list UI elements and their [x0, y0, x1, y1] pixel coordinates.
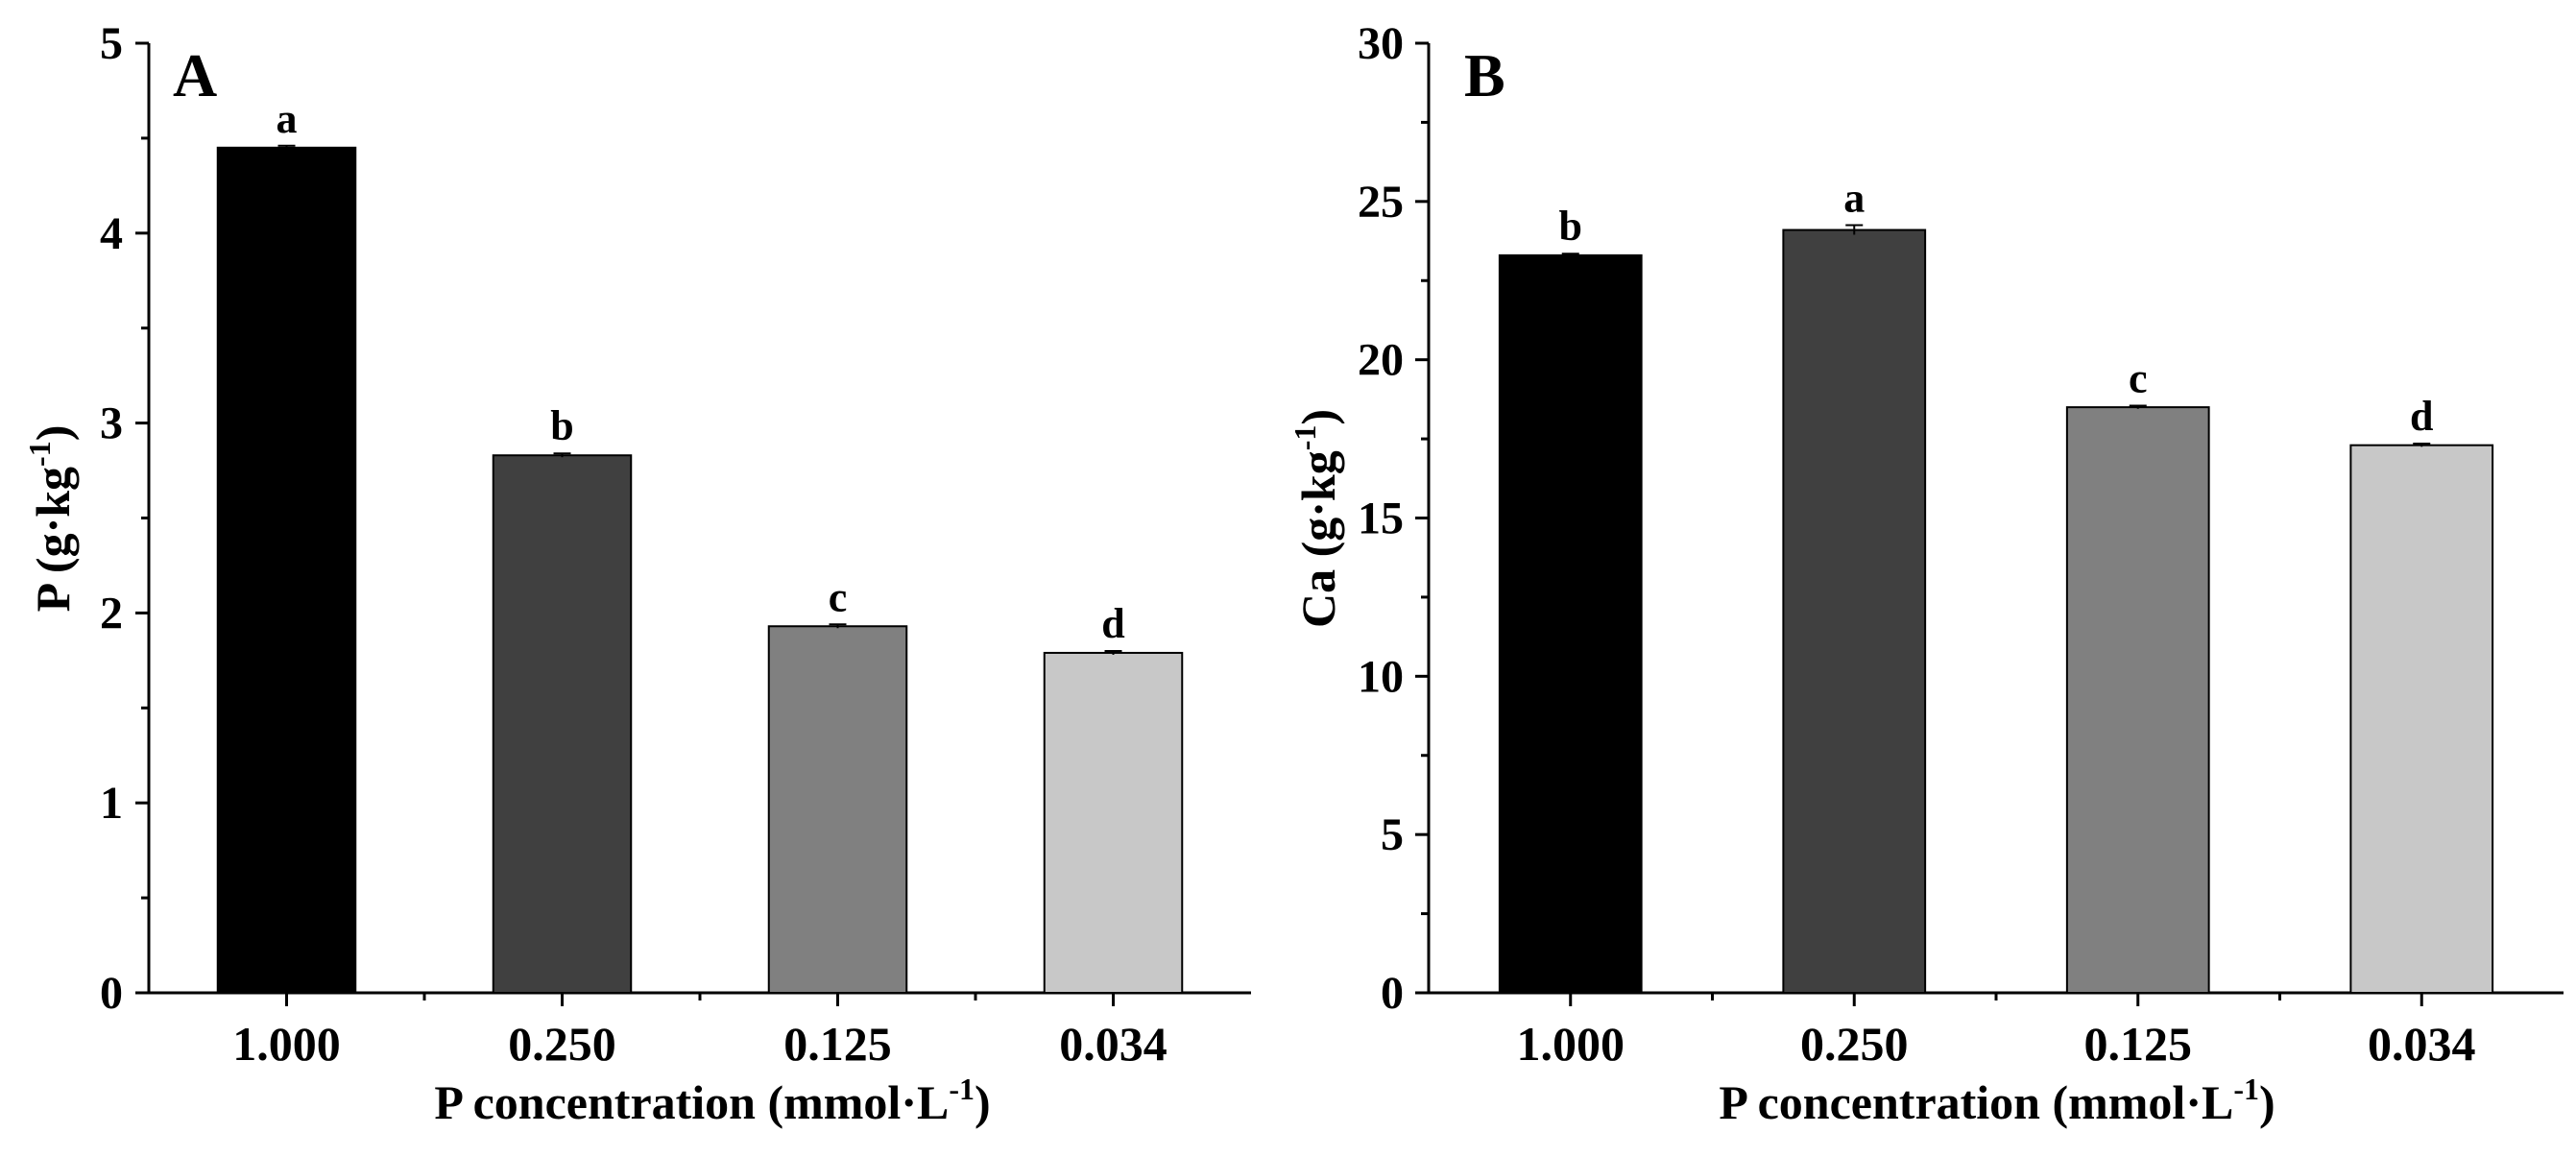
y-tick-label: 1 — [100, 778, 123, 829]
y-axis-title-main: Ca (g·kg — [1291, 450, 1345, 628]
x-tick-label: 0.250 — [508, 1017, 616, 1071]
x-axis-title-main: P concentration (mmol·L — [1719, 1075, 2233, 1129]
bar — [1782, 229, 1927, 994]
y-axis-title: P (g·kg-1) — [22, 425, 80, 613]
y-tick-label: 10 — [1358, 651, 1404, 702]
x-axis-title-sup: -1 — [949, 1072, 975, 1106]
significance-label: c — [829, 573, 848, 620]
significance-label: d — [1101, 600, 1124, 647]
x-tick-label: 0.125 — [783, 1017, 892, 1071]
panel-b-chart: 0 5 10 15 20 25 30 b 1.000 a 0.250 c 0.125 d 0.034 B Ca … — [1288, 18, 2564, 1129]
y-axis-title-end: ) — [26, 425, 80, 442]
panel-letter: A — [173, 41, 217, 109]
panel-letter: B — [1464, 41, 1505, 109]
significance-label: a — [1843, 175, 1865, 222]
x-axis-title-end: ) — [975, 1075, 991, 1129]
y-axis-title: Ca (g·kg-1) — [1288, 409, 1345, 628]
y-tick-label: 4 — [100, 208, 123, 259]
x-axis-title: P concentration (mmol·L-1) — [1719, 1072, 2275, 1129]
x-tick-label: 1.000 — [1517, 1017, 1625, 1071]
y-axis-title-main: P (g·kg — [26, 467, 80, 612]
significance-label: a — [277, 95, 298, 142]
significance-label: d — [2410, 393, 2433, 440]
y-tick-label: 2 — [100, 588, 123, 639]
x-axis-title-end: ) — [2259, 1075, 2275, 1129]
bar — [767, 625, 908, 994]
y-tick-label: 0 — [1381, 968, 1404, 1019]
x-tick-label: 0.034 — [1059, 1017, 1168, 1071]
y-tick-label: 30 — [1358, 18, 1404, 69]
bar — [492, 454, 633, 994]
x-axis-title-main: P concentration (mmol·L — [434, 1075, 949, 1129]
y-tick-label: 3 — [100, 398, 123, 449]
bar — [1498, 253, 1643, 995]
y-tick-label: 5 — [1381, 809, 1404, 860]
y-tick-label: 5 — [100, 18, 123, 69]
x-tick-label: 0.125 — [2084, 1017, 2193, 1071]
x-axis-title-sup: -1 — [2233, 1072, 2259, 1106]
y-tick-label: 25 — [1358, 177, 1404, 228]
significance-label: b — [1559, 203, 1582, 250]
y-tick-label: 0 — [100, 968, 123, 1019]
bar — [216, 146, 357, 995]
significance-label: c — [2129, 354, 2148, 401]
bar — [1043, 651, 1184, 994]
y-axis-title-sup: -1 — [22, 441, 57, 467]
y-tick-label: 15 — [1358, 494, 1404, 544]
x-axis-title: P concentration (mmol·L-1) — [434, 1072, 990, 1129]
x-tick-label: 0.250 — [1800, 1017, 1909, 1071]
y-tick-label: 20 — [1358, 335, 1404, 386]
bar — [2065, 406, 2210, 995]
x-tick-label: 1.000 — [232, 1017, 341, 1071]
y-axis-title-end: ) — [1291, 409, 1345, 425]
x-tick-label: 0.034 — [2368, 1017, 2476, 1071]
significance-label: b — [550, 402, 573, 449]
bar — [2349, 444, 2494, 994]
y-axis-title-sup: -1 — [1288, 425, 1322, 451]
